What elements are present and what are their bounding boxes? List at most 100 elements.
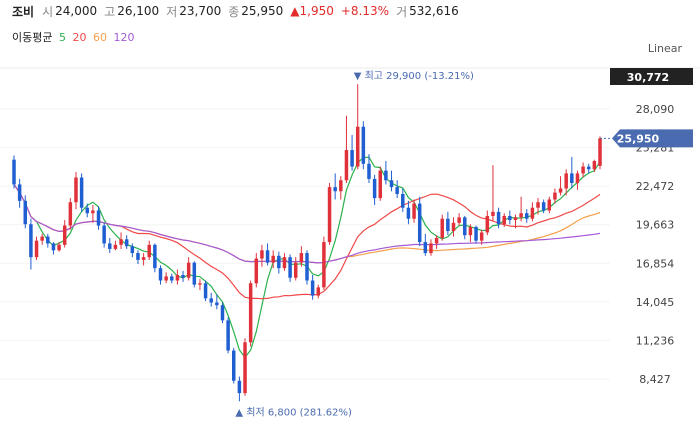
- candle: [502, 213, 506, 227]
- candle-body: [316, 287, 321, 296]
- candle: [68, 198, 73, 230]
- candle-body: [119, 239, 123, 245]
- candle-body: [429, 243, 433, 254]
- candle-body: [85, 207, 89, 214]
- candle-body: [141, 257, 146, 260]
- candle-body: [57, 244, 61, 251]
- open-value: 24,000: [55, 4, 98, 18]
- ma-20[interactable]: 20: [72, 31, 87, 44]
- candle-body: [451, 222, 456, 232]
- candle: [153, 243, 157, 273]
- candle-body: [215, 302, 219, 306]
- candle: [136, 250, 140, 265]
- candle-body: [102, 225, 106, 244]
- candle: [34, 236, 39, 260]
- close-label: 종: [228, 4, 240, 19]
- candle: [417, 196, 422, 247]
- candle: [85, 203, 89, 218]
- candle-body: [305, 253, 309, 281]
- candle: [271, 250, 275, 269]
- candle: [310, 275, 315, 300]
- candle: [429, 239, 433, 256]
- candle-body: [508, 215, 512, 221]
- candle-body: [186, 262, 191, 278]
- candle-body: [277, 255, 281, 269]
- candle-body: [570, 173, 574, 184]
- candle-body: [592, 161, 597, 170]
- candle-body: [378, 170, 382, 199]
- candle-body: [12, 159, 16, 185]
- candle: [254, 253, 259, 288]
- candle: [124, 235, 129, 249]
- candle: [288, 254, 292, 282]
- candle: [175, 269, 180, 285]
- candle-body: [254, 258, 259, 284]
- scale-toggle-button[interactable]: Linear: [647, 42, 682, 55]
- ma-60[interactable]: 60: [92, 31, 107, 44]
- candle-body: [423, 242, 428, 254]
- candle-body: [384, 170, 388, 181]
- open-label: 시: [42, 4, 54, 19]
- candle-body: [530, 207, 535, 219]
- candle: [401, 188, 405, 212]
- candle: [226, 317, 230, 354]
- candle-body: [40, 236, 44, 241]
- candle-body: [209, 298, 213, 303]
- candle: [282, 253, 287, 271]
- ma-120[interactable]: 120: [113, 31, 135, 44]
- candle-body: [130, 246, 135, 254]
- candle: [570, 156, 574, 189]
- y-tick-label: 28,090: [636, 103, 675, 116]
- y-tick-label: 11,236: [636, 334, 675, 347]
- candle: [412, 199, 416, 223]
- candle: [46, 233, 50, 248]
- candle: [389, 170, 394, 192]
- ma-5[interactable]: 5: [58, 31, 66, 44]
- candle-body: [293, 262, 298, 278]
- candle: [485, 210, 490, 236]
- candle: [248, 280, 253, 347]
- candle: [367, 154, 371, 184]
- candle-body: [220, 305, 225, 321]
- candle: [119, 232, 123, 249]
- candle-body: [96, 210, 101, 226]
- top-axis-tag: [610, 68, 693, 85]
- candle-body: [113, 244, 118, 249]
- candle: [547, 196, 552, 214]
- candle-body: [564, 173, 568, 189]
- candle: [586, 163, 591, 174]
- candle: [243, 338, 247, 396]
- candle: [316, 284, 321, 299]
- close-value: 25,950: [241, 4, 284, 18]
- candle: [434, 235, 439, 249]
- candle-body: [271, 255, 275, 263]
- ma-label: 이동평균: [12, 31, 53, 44]
- candle: [186, 257, 191, 281]
- candle-body: [192, 262, 197, 285]
- y-tick-label: 14,045: [636, 296, 675, 309]
- candle: [344, 115, 349, 184]
- candle-body: [68, 202, 73, 226]
- candle: [141, 253, 146, 266]
- candle-body: [153, 244, 157, 269]
- change-percent: +8.13%: [340, 4, 390, 18]
- candle: [12, 155, 16, 189]
- moving-average-legend: 이동평균 5 20 60 120: [12, 29, 137, 45]
- candle-body: [372, 178, 377, 199]
- candle-body: [34, 240, 39, 258]
- max-price-annotation: ▼ 최고 29,900 (-13.21%): [354, 70, 474, 82]
- candle: [327, 183, 332, 245]
- candle: [558, 176, 563, 196]
- candle-body: [226, 320, 230, 351]
- candle: [220, 302, 225, 324]
- candle-body: [51, 243, 56, 251]
- candle-body: [181, 275, 185, 278]
- candle-body: [553, 192, 557, 200]
- candle: [384, 161, 388, 185]
- candle: [29, 218, 33, 270]
- candle-body: [575, 173, 580, 184]
- volume-value: 532,616: [409, 4, 459, 18]
- candle-body: [327, 187, 332, 243]
- candle: [299, 246, 304, 267]
- candle: [305, 250, 309, 285]
